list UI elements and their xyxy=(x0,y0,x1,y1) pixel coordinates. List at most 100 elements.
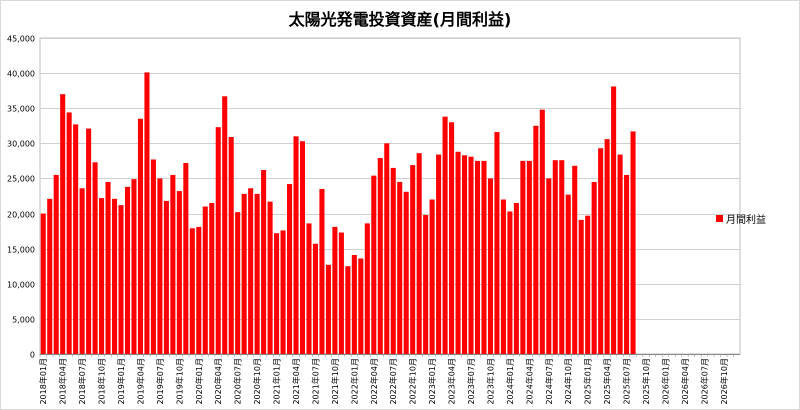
bar xyxy=(144,72,150,355)
bar xyxy=(189,228,195,354)
bar xyxy=(235,212,241,354)
bar xyxy=(163,200,169,354)
bar xyxy=(468,156,474,354)
bar xyxy=(319,188,325,354)
y-tick-label: 25,000 xyxy=(7,175,35,184)
y-tick-label: 30,000 xyxy=(7,140,35,149)
x-tick-label: 2022年10月 xyxy=(408,358,418,405)
x-tick-label: 2022年07月 xyxy=(388,358,398,405)
bar xyxy=(449,122,455,355)
bar xyxy=(572,165,578,354)
x-tick-label: 2024年07月 xyxy=(544,358,554,405)
bar xyxy=(254,193,260,354)
bar xyxy=(306,223,312,354)
bar xyxy=(423,214,429,354)
x-tick-label: 2023年01月 xyxy=(427,358,437,405)
bar xyxy=(183,162,189,354)
bar xyxy=(325,264,331,354)
bar xyxy=(176,191,182,354)
bar xyxy=(170,174,176,354)
bar xyxy=(293,136,299,354)
bar xyxy=(222,96,228,354)
y-tick-label: 0 xyxy=(30,351,35,360)
x-tick-label: 2021年07月 xyxy=(310,358,320,405)
legend-swatch xyxy=(716,215,723,222)
bar xyxy=(617,154,623,354)
bar xyxy=(261,170,267,354)
x-tick-label: 2023年04月 xyxy=(447,358,457,405)
bar xyxy=(99,198,105,354)
x-tick-label: 2025年04月 xyxy=(602,358,612,405)
bar xyxy=(442,116,448,354)
x-tick-label: 2024年04月 xyxy=(524,358,534,405)
bar xyxy=(105,181,111,354)
x-tick-label: 2024年10月 xyxy=(563,358,573,405)
bar xyxy=(338,232,344,354)
bar xyxy=(487,178,493,354)
bar xyxy=(462,155,468,354)
bar xyxy=(299,141,306,354)
x-tick-label: 2023年10月 xyxy=(485,358,495,405)
bar xyxy=(332,226,338,354)
bar xyxy=(526,160,532,354)
legend: 月間利益 xyxy=(716,211,766,226)
x-tick-label: 2019年07月 xyxy=(155,358,165,405)
x-tick-label: 2020年07月 xyxy=(233,358,243,405)
x-tick-label: 2018年01月 xyxy=(38,358,48,405)
x-tick-label: 2025年01月 xyxy=(583,358,593,405)
x-tick-label: 2022年04月 xyxy=(369,358,379,405)
bar xyxy=(455,151,461,354)
x-tick-label: 2020年04月 xyxy=(213,358,223,405)
x-tick-label: 2021年10月 xyxy=(330,358,340,405)
x-tick-label: 2022年01月 xyxy=(349,358,359,405)
bar xyxy=(86,128,92,354)
y-tick-label: 35,000 xyxy=(7,105,35,114)
bar xyxy=(539,109,545,354)
bar xyxy=(47,198,53,354)
bar xyxy=(410,165,416,354)
bar xyxy=(131,179,137,354)
bar xyxy=(611,86,617,354)
bar xyxy=(124,186,131,354)
bar xyxy=(559,160,565,354)
bar xyxy=(507,211,513,354)
x-tick-label: 2020年10月 xyxy=(252,358,262,405)
bar xyxy=(474,160,481,354)
bar xyxy=(384,143,390,354)
bar xyxy=(565,194,571,354)
bar xyxy=(60,94,66,354)
bar xyxy=(390,167,396,354)
chart-title: 太陽光発電投資資産(月間利益) xyxy=(288,10,512,29)
legend-label: 月間利益 xyxy=(726,215,766,226)
x-tick-label: 2024年01月 xyxy=(505,358,515,405)
y-tick-label: 10,000 xyxy=(7,281,35,290)
bar xyxy=(403,191,409,354)
bar xyxy=(312,243,318,354)
bar xyxy=(196,226,202,354)
bar xyxy=(578,219,584,354)
bar xyxy=(228,137,234,354)
bar xyxy=(624,174,630,354)
bar xyxy=(436,154,442,354)
bar xyxy=(345,266,351,354)
bar xyxy=(416,153,422,354)
x-tick-label: 2023年07月 xyxy=(466,358,476,405)
bar xyxy=(280,230,286,354)
bar xyxy=(552,160,558,354)
bar xyxy=(630,131,636,354)
bar xyxy=(429,199,435,354)
bar xyxy=(377,158,383,354)
bar xyxy=(157,178,163,354)
x-tick-label: 2026年01月 xyxy=(660,358,670,405)
bar xyxy=(364,223,370,354)
bar xyxy=(358,258,364,354)
x-tick-label: 2021年01月 xyxy=(272,358,282,405)
bar xyxy=(79,188,85,354)
x-tick-label: 2026年10月 xyxy=(719,358,729,405)
bar xyxy=(53,174,59,354)
bar xyxy=(248,188,254,354)
bar xyxy=(66,112,72,355)
bar xyxy=(513,203,519,354)
x-tick-label: 2026年04月 xyxy=(680,358,690,405)
